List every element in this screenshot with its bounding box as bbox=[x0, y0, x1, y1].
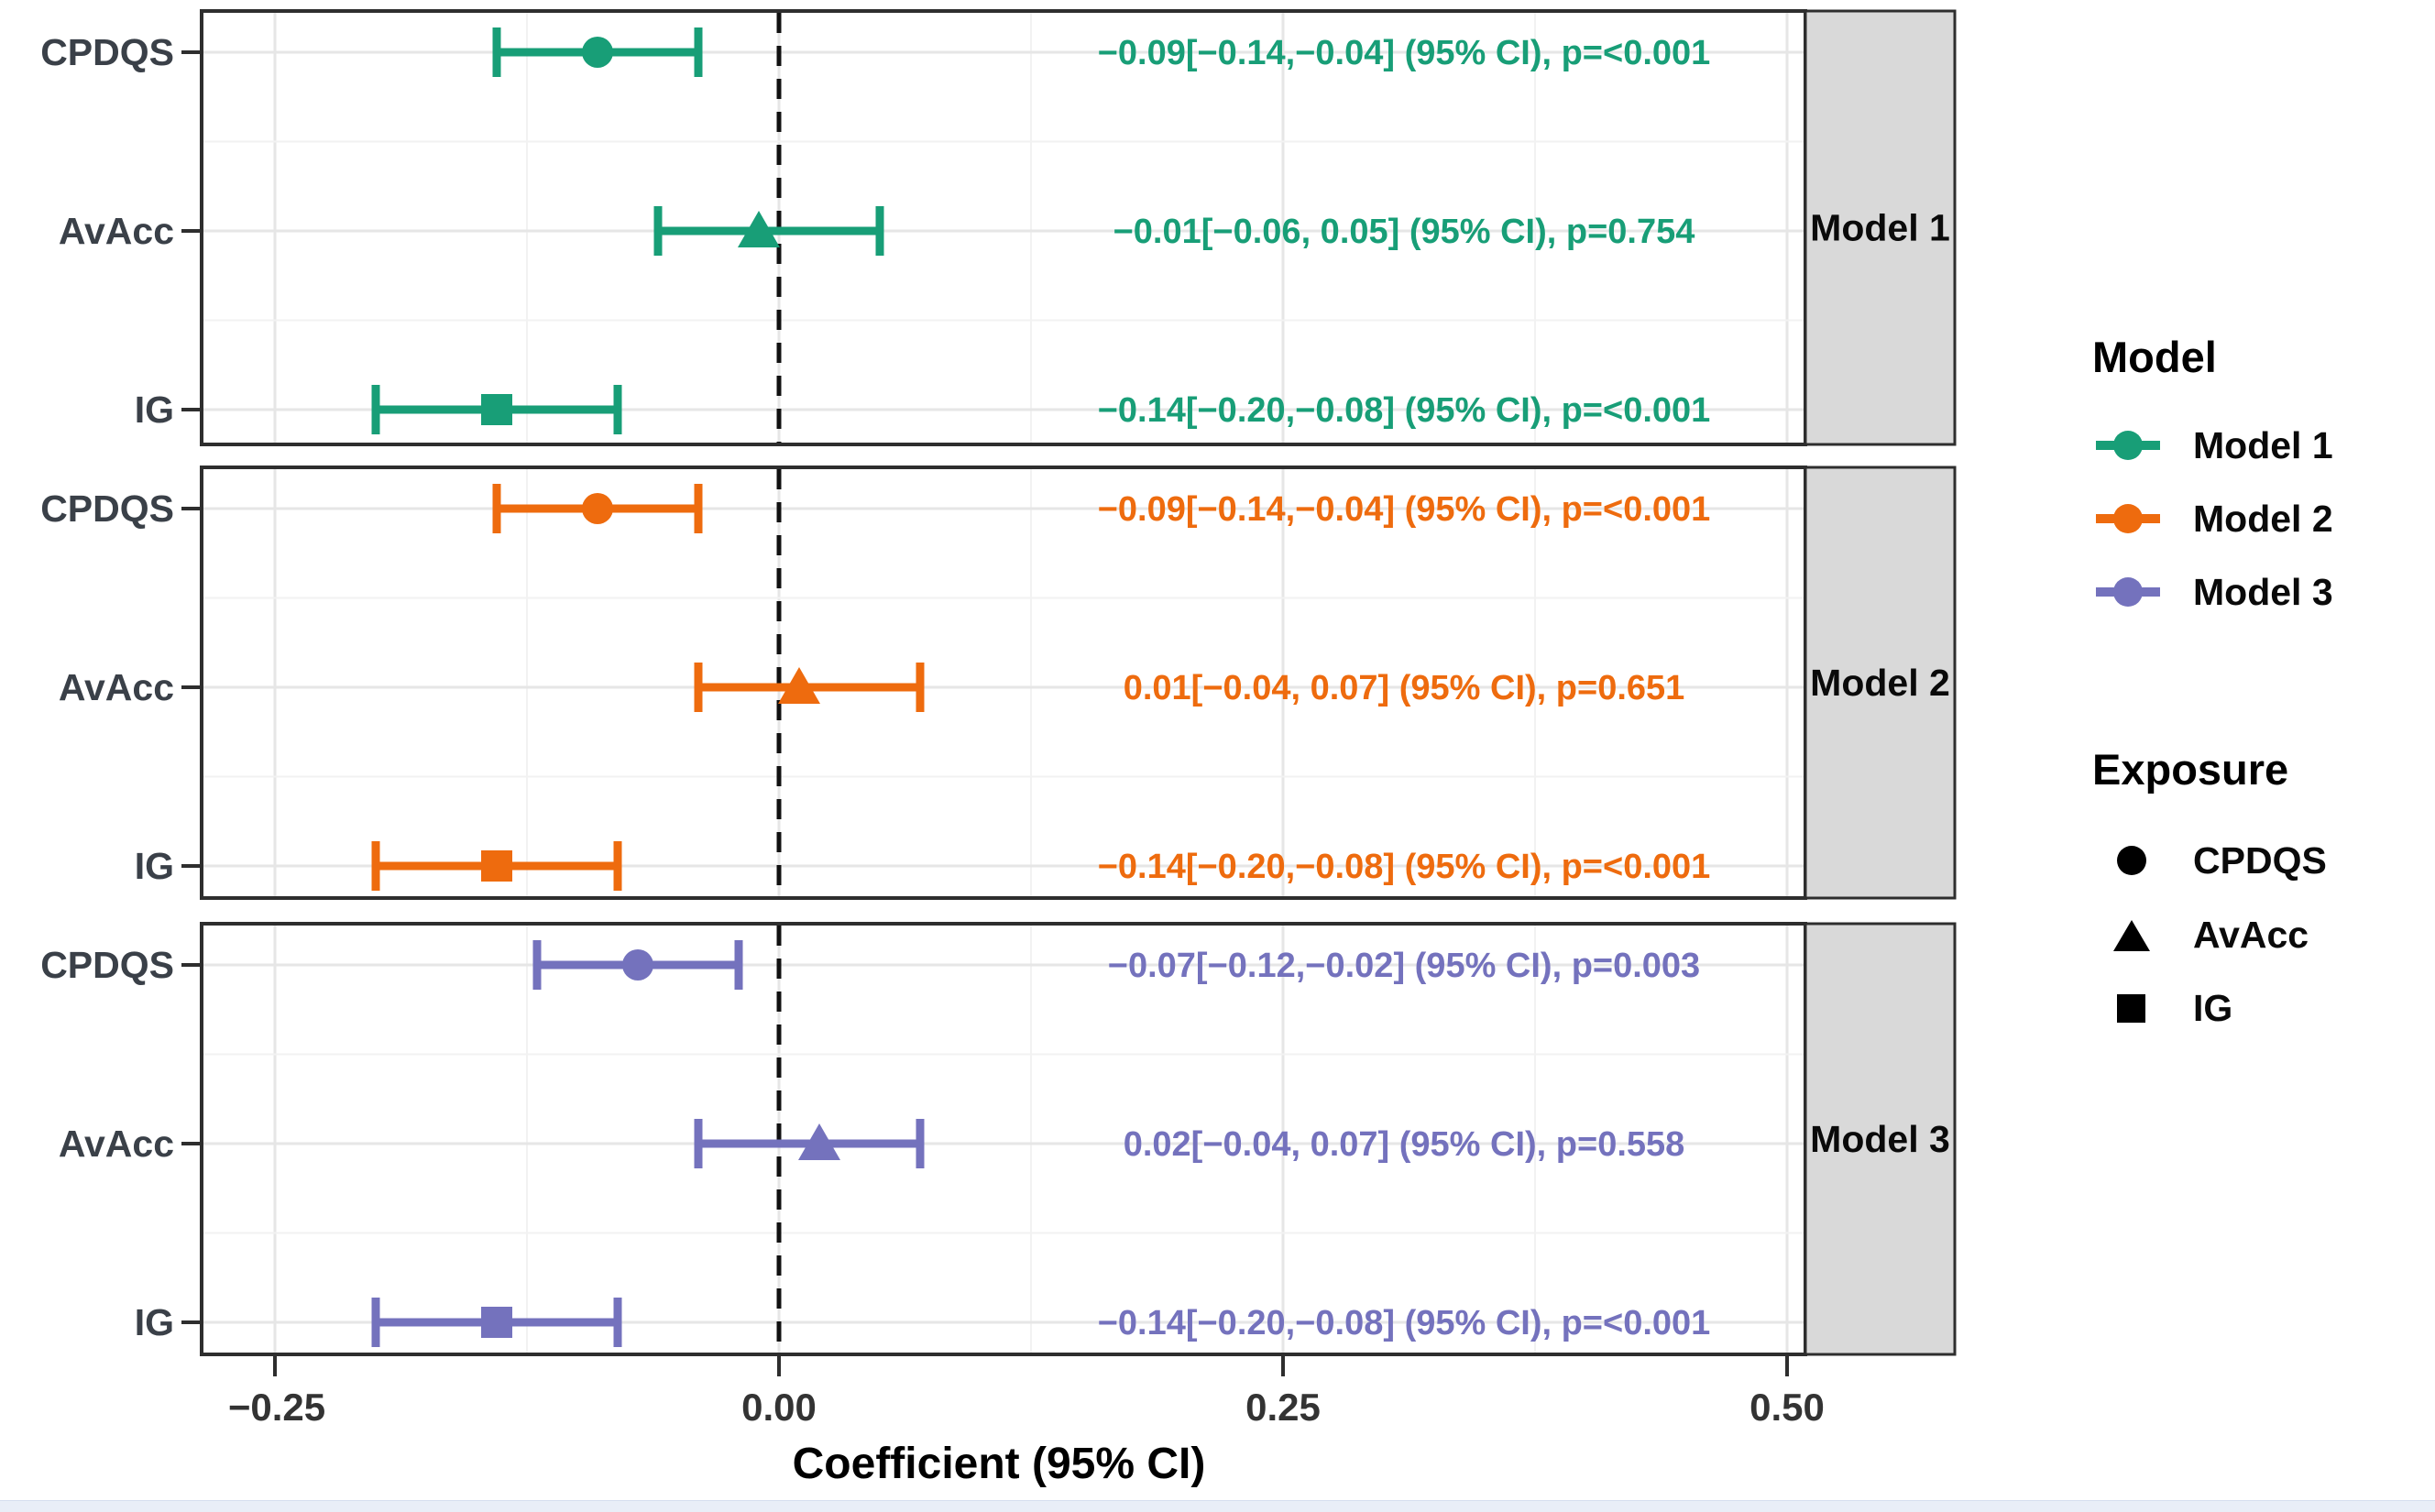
x-tick-label: 0.00 bbox=[741, 1386, 817, 1429]
legend-item-label: CPDQS bbox=[2193, 838, 2327, 882]
legend-item-label: IG bbox=[2193, 986, 2233, 1029]
point-marker-circle bbox=[622, 949, 653, 981]
legend-item-label: Model 1 bbox=[2193, 423, 2333, 466]
legend-item-ig: IG bbox=[2096, 986, 2232, 1030]
model-1-key-icon bbox=[2096, 423, 2160, 467]
estimate-annotation: −0.14[−0.20,−0.08] (95% CI), p=<0.001 bbox=[1098, 1304, 1711, 1342]
estimate-annotation: −0.09[−0.14,−0.04] (95% CI), p=<0.001 bbox=[1098, 490, 1711, 529]
estimate-annotation: −0.07[−0.12,−0.02] (95% CI), p=0.003 bbox=[1108, 947, 1700, 985]
x-tick-label: 0.50 bbox=[1749, 1386, 1825, 1429]
page-bottom-strip bbox=[0, 1500, 2435, 1512]
facet-strip-label: Model 2 bbox=[1810, 662, 1950, 704]
y-axis-label: CPDQS bbox=[40, 31, 174, 73]
facet-strip bbox=[1804, 466, 1957, 900]
facet-strip bbox=[1804, 922, 1957, 1356]
y-axis-label: IG bbox=[135, 1301, 174, 1343]
facet-panel-3: −0.07[−0.12,−0.02] (95% CI), p=0.003 CPDQ… bbox=[40, 922, 1957, 1356]
triangle-icon bbox=[2096, 913, 2160, 957]
point-marker-square bbox=[481, 1307, 512, 1338]
y-axis-label: IG bbox=[135, 845, 174, 887]
y-axis-label: AvAcc bbox=[59, 210, 174, 252]
estimate-annotation: 0.01[−0.04, 0.07] (95% CI), p=0.651 bbox=[1124, 669, 1685, 707]
facet-panel-1: −0.09[−0.14,−0.04] (95% CI), p=<0.001 CPD… bbox=[40, 9, 1957, 446]
panel-background bbox=[202, 467, 1805, 898]
point-marker-square bbox=[481, 394, 512, 425]
point-marker-circle bbox=[582, 37, 613, 68]
legend-item-model-1: Model 1 bbox=[2096, 423, 2333, 467]
y-axis-label: CPDQS bbox=[40, 944, 174, 986]
legend-item-label: AvAcc bbox=[2193, 913, 2309, 956]
legend-item-model-3: Model 3 bbox=[2096, 570, 2333, 614]
estimate-annotation: −0.09[−0.14,−0.04] (95% CI), p=<0.001 bbox=[1098, 34, 1711, 72]
facet-strip-label: Model 1 bbox=[1810, 207, 1950, 249]
estimate-annotation: −0.14[−0.20,−0.08] (95% CI), p=<0.001 bbox=[1098, 391, 1711, 430]
point-marker-square bbox=[481, 850, 512, 882]
point-marker-triangle bbox=[738, 211, 780, 247]
estimate-annotation: 0.02[−0.04, 0.07] (95% CI), p=0.558 bbox=[1124, 1125, 1685, 1164]
estimate-annotation: −0.01[−0.06, 0.05] (95% CI), p=0.754 bbox=[1113, 213, 1695, 251]
x-tick-label: 0.25 bbox=[1245, 1386, 1321, 1429]
legend-item-cpdqs: CPDQS bbox=[2096, 838, 2327, 882]
model-3-key-icon bbox=[2096, 570, 2160, 614]
legend-item-label: Model 2 bbox=[2193, 497, 2333, 540]
facet-panel-2: −0.09[−0.14,−0.04] (95% CI), p=<0.001 CPD… bbox=[40, 466, 1957, 900]
legend-item-label: Model 3 bbox=[2193, 570, 2333, 613]
y-axis-label: AvAcc bbox=[59, 1123, 174, 1165]
legend-model-title: Model bbox=[2092, 333, 2217, 381]
point-marker-triangle bbox=[778, 667, 820, 704]
y-axis-label: AvAcc bbox=[59, 666, 174, 708]
panel-background bbox=[202, 924, 1805, 1354]
square-icon bbox=[2096, 986, 2160, 1030]
legend-item-avacc: AvAcc bbox=[2096, 913, 2309, 957]
panel-background bbox=[202, 11, 1805, 444]
y-axis-label: IG bbox=[135, 389, 174, 431]
point-marker-triangle bbox=[798, 1123, 840, 1160]
legend-exposure-title: Exposure bbox=[2092, 745, 2289, 794]
x-tick-label: −0.25 bbox=[227, 1386, 326, 1429]
x-axis-title: Coefficient (95% CI) bbox=[792, 1440, 1206, 1488]
point-marker-circle bbox=[582, 493, 613, 524]
y-axis-label: CPDQS bbox=[40, 488, 174, 530]
estimate-annotation: −0.14[−0.20,−0.08] (95% CI), p=<0.001 bbox=[1098, 848, 1711, 886]
facet-strip-label: Model 3 bbox=[1810, 1118, 1950, 1160]
model-2-key-icon bbox=[2096, 497, 2160, 541]
circle-icon bbox=[2096, 838, 2160, 882]
facet-strip bbox=[1804, 9, 1957, 446]
legend-item-model-2: Model 2 bbox=[2096, 497, 2333, 541]
